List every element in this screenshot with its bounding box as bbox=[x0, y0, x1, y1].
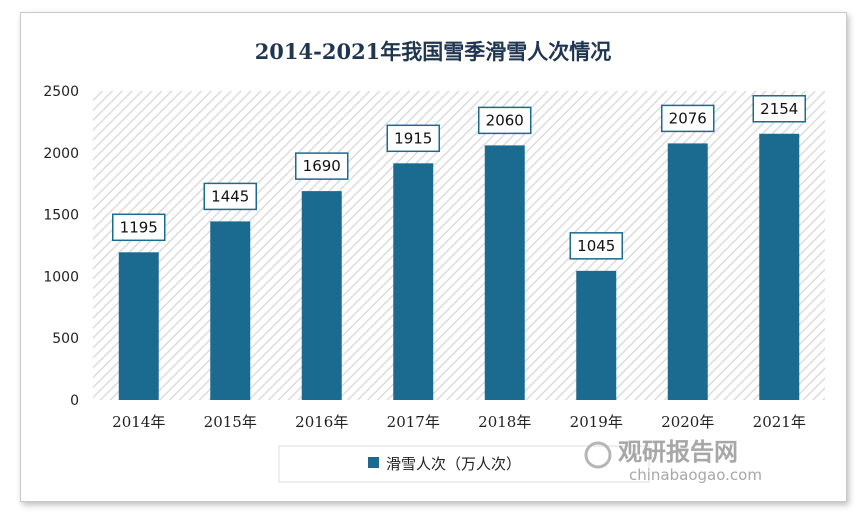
legend-swatch bbox=[368, 457, 379, 468]
data-label: 1045 bbox=[577, 237, 615, 255]
x-tick-label: 2020年 bbox=[661, 413, 714, 431]
bar bbox=[484, 145, 525, 400]
x-tick-label: 2019年 bbox=[570, 413, 623, 431]
x-tick-label: 2016年 bbox=[295, 413, 348, 431]
x-tick-label: 2014年 bbox=[112, 413, 165, 431]
x-tick-label: 2021年 bbox=[753, 413, 806, 431]
bar bbox=[667, 143, 708, 400]
data-label-box bbox=[478, 106, 532, 135]
y-tick-label: 1000 bbox=[43, 269, 79, 285]
data-label-box bbox=[295, 152, 349, 180]
plot-area bbox=[93, 91, 825, 400]
x-tick-label: 2017年 bbox=[387, 413, 440, 431]
chart-title: 2014-2021年我国雪季滑雪人次情况 bbox=[255, 39, 612, 64]
bar bbox=[576, 270, 617, 400]
watermark-logo-text: 观研报告网 bbox=[618, 438, 738, 466]
bar bbox=[210, 221, 251, 400]
data-label: 2060 bbox=[486, 111, 524, 129]
y-tick-label: 2500 bbox=[43, 84, 79, 100]
y-tick-label: 0 bbox=[70, 393, 79, 409]
data-label: 1915 bbox=[394, 129, 432, 147]
y-tick-label: 1500 bbox=[43, 208, 79, 224]
bar bbox=[393, 163, 434, 400]
data-label-box bbox=[112, 213, 166, 242]
data-label-box bbox=[569, 232, 623, 260]
data-label-box bbox=[203, 182, 257, 211]
y-tick-label: 500 bbox=[52, 331, 79, 347]
data-label-box bbox=[752, 95, 806, 123]
data-label-box bbox=[386, 124, 440, 153]
data-label: 2076 bbox=[669, 109, 707, 127]
bar-chart: 2014-2021年我国雪季滑雪人次情况 0 500 1000 1500 2000 250… bbox=[43, 39, 825, 484]
x-tick-label: 2018年 bbox=[478, 413, 531, 431]
data-label: 1445 bbox=[211, 187, 249, 205]
watermark-logo-icon bbox=[584, 441, 612, 469]
data-label: 2154 bbox=[760, 100, 798, 118]
chart-frame: 2014-2021年我国雪季滑雪人次情况 0 500 1000 1500 2000 250… bbox=[20, 12, 847, 502]
data-label: 1690 bbox=[303, 157, 341, 175]
y-tick-label: 2000 bbox=[43, 146, 79, 162]
data-label-box bbox=[661, 104, 715, 133]
bar bbox=[301, 191, 342, 400]
watermark: 观研报告网 chinabaogao.com bbox=[584, 438, 762, 484]
watermark-url: chinabaogao.com bbox=[629, 466, 762, 484]
bar bbox=[759, 133, 800, 400]
x-tick-label: 2015年 bbox=[204, 413, 257, 431]
legend-label: 滑雪人次（万人次） bbox=[386, 455, 521, 473]
bar bbox=[118, 252, 159, 400]
data-label: 1195 bbox=[120, 218, 158, 236]
